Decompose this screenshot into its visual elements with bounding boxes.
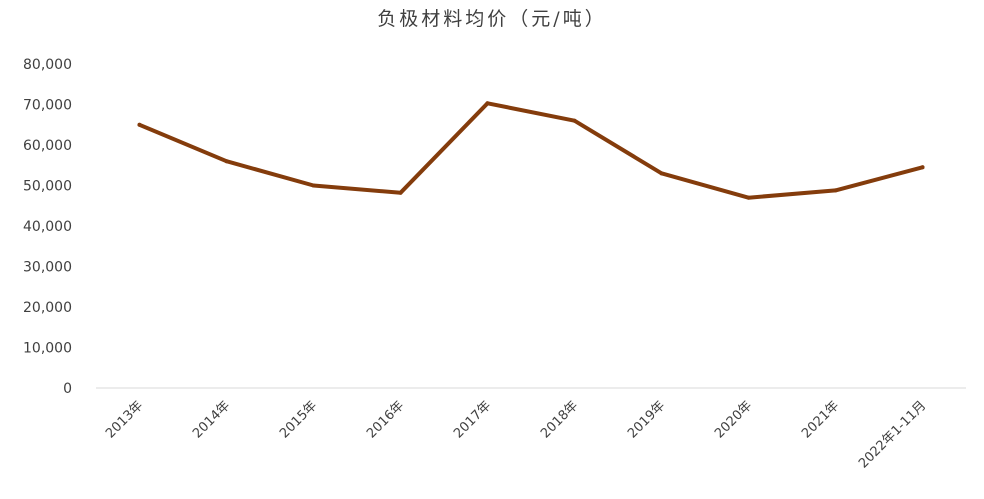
data-point [746, 195, 751, 200]
y-tick-label: 40,000 [23, 219, 72, 235]
x-tick-label: 2022年1-11月 [856, 398, 929, 471]
x-tick-label: 2015年 [277, 398, 320, 441]
x-tick-label: 2013年 [103, 398, 146, 441]
y-tick-label: 80,000 [23, 57, 72, 73]
x-tick-label: 2020年 [712, 398, 755, 441]
y-tick-label: 0 [63, 381, 72, 397]
chart-title: 负极材料均价（元/吨） [377, 8, 607, 30]
y-tick-label: 20,000 [23, 300, 72, 316]
y-tick-label: 60,000 [23, 138, 72, 154]
data-point [311, 183, 316, 188]
x-tick-label: 2016年 [364, 398, 407, 441]
data-point [485, 101, 490, 106]
y-tick-label: 50,000 [23, 179, 72, 195]
x-tick-label: 2021年 [799, 398, 842, 441]
y-tick-label: 10,000 [23, 341, 72, 357]
data-point [920, 165, 925, 170]
series-line [137, 101, 925, 200]
x-tick-label: 2019年 [625, 398, 668, 441]
x-tick-label: 2014年 [190, 398, 233, 441]
x-tick-label: 2018年 [538, 398, 581, 441]
data-point [659, 171, 664, 176]
x-tick-label: 2017年 [451, 398, 494, 441]
data-point [833, 188, 838, 193]
y-tick-label: 30,000 [23, 260, 72, 276]
y-tick-label: 70,000 [23, 98, 72, 114]
data-point [137, 122, 142, 127]
data-point [398, 190, 403, 195]
data-point [572, 118, 577, 123]
data-point [224, 159, 229, 164]
